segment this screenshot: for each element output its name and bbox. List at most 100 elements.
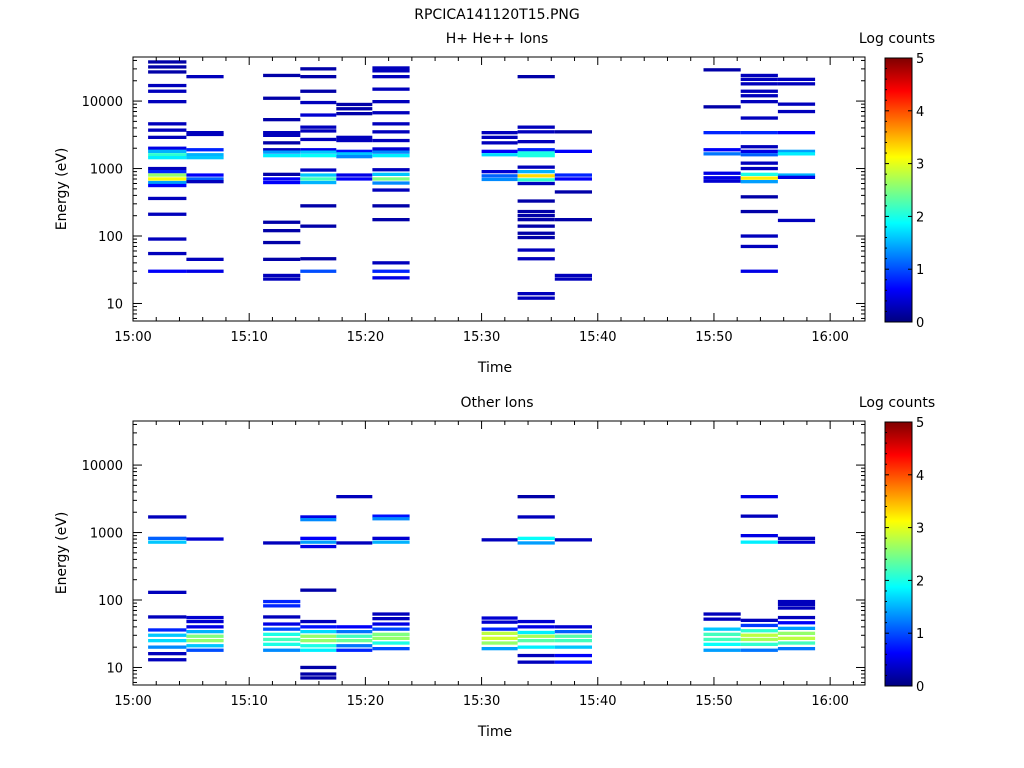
spectrogram-cell [186, 537, 224, 541]
spectrogram-cell [300, 257, 337, 261]
spectrogram-cell [372, 147, 410, 151]
spectrogram-cell [777, 109, 816, 114]
x-tick-label: 15:40 [579, 694, 616, 709]
spectrogram-cell [263, 273, 301, 278]
spectrogram-cell [554, 645, 592, 649]
spectrogram-cell [703, 171, 741, 175]
spectrogram-cell [300, 625, 337, 629]
spectrogram-cell [148, 633, 187, 637]
spectrogram-cells [148, 495, 816, 680]
spectrogram-cell [148, 628, 187, 632]
spectrogram-cell [740, 633, 778, 637]
spectrogram-cell [554, 190, 592, 194]
spectrogram-cell [263, 180, 301, 185]
spectrogram-cell [517, 231, 555, 235]
spectrogram-cell [300, 269, 337, 273]
y-tick-label: 1000 [90, 527, 123, 542]
colorbar-tick-label: 1 [916, 263, 924, 278]
spectrogram-cell [372, 517, 410, 521]
spectrogram-cell [148, 83, 187, 88]
spectrogram-cell [148, 146, 187, 150]
spectrogram-cell [740, 131, 778, 135]
spectrogram-cell [148, 645, 187, 649]
spectrogram-cell [517, 630, 555, 635]
y-tick-label: 1000 [90, 163, 123, 178]
spectrogram-cell [777, 606, 816, 610]
spectrogram-cell [372, 636, 410, 640]
spectrogram-cell [336, 634, 373, 638]
spectrogram-cell [263, 131, 301, 135]
spectrogram-cell [148, 122, 187, 126]
spectrogram-cell [554, 273, 592, 278]
colorbar [884, 57, 913, 323]
spectrogram-cell [300, 180, 337, 185]
spectrogram-cell [186, 177, 224, 181]
spectrogram-cell [740, 176, 778, 180]
spectrogram-cell [372, 514, 410, 518]
spectrogram-cell [336, 138, 373, 143]
spectrogram-cell [517, 209, 555, 214]
spectrogram-cell [372, 138, 410, 143]
spectrogram-cell [263, 141, 301, 145]
spectrogram-cell [372, 188, 410, 192]
spectrogram-cell [517, 541, 555, 545]
spectrogram-cell [740, 73, 778, 78]
spectrogram-cell [300, 676, 337, 680]
spectrogram-cell [372, 632, 410, 636]
spectrogram-cell [300, 173, 337, 177]
spectrogram-cell [336, 135, 373, 139]
spectrogram-cell [372, 154, 410, 158]
spectrogram-cell [481, 177, 518, 182]
spectrogram-cell [148, 173, 187, 177]
spectrogram-cell [300, 644, 337, 648]
spectrogram-cell [300, 648, 337, 652]
spectrogram-cell [336, 541, 373, 545]
spectrogram-cell [148, 237, 187, 241]
spectrogram-cell [263, 172, 301, 176]
panel-h-he-ions: H+ He++ Ions 15:00 15:10 15:20 15:30 15:40 15… [54, 31, 935, 376]
spectrogram-cell [186, 131, 224, 135]
x-tick-label: 15:20 [347, 694, 384, 709]
spectrogram-cell [703, 68, 741, 72]
spectrogram-cell [554, 538, 592, 542]
spectrogram-cell [554, 634, 592, 638]
spectrogram-cell [372, 647, 410, 651]
spectrogram-cell [517, 235, 555, 240]
spectrogram-cell [148, 128, 187, 132]
spectrogram-cell [481, 131, 518, 135]
spectrogram-cell [481, 149, 518, 153]
figure-title: RPCICA141120T15.PNG [414, 7, 579, 23]
spectrogram-cell [517, 292, 555, 296]
spectrogram-cell [148, 180, 187, 185]
spectrogram-cell [148, 658, 187, 662]
spectrogram-cell [517, 248, 555, 252]
spectrogram-cell [186, 257, 224, 261]
spectrogram-cell [703, 176, 741, 180]
spectrogram-cell [481, 174, 518, 178]
spectrogram-cell [263, 220, 301, 224]
spectrogram-cell [263, 615, 301, 619]
spectrogram-cell [148, 149, 187, 153]
panel-other-ions: Other Ions 15:00 15:10 15:20 15:30 15:40 15:5… [54, 395, 935, 740]
spectrogram-cell [186, 619, 224, 624]
axes: 15:00 15:10 15:20 15:30 15:40 15:50 16:00 10 100… [82, 421, 865, 709]
spectrogram-cell [186, 625, 224, 629]
spectrogram-cell [372, 617, 410, 621]
x-tick-label: 15:50 [695, 694, 732, 709]
colorbar-tick-label: 1 [916, 627, 924, 642]
spectrogram-cell [263, 627, 301, 631]
spectrogram-cell [186, 634, 224, 638]
spectrogram-cell [777, 621, 816, 625]
spectrogram-cell [517, 495, 555, 499]
spectrogram-cell [554, 177, 592, 181]
spectrogram-cell [481, 641, 518, 645]
spectrogram-cell [481, 135, 518, 139]
spectrogram-cell [300, 67, 337, 71]
spectrogram-cells [148, 60, 816, 300]
spectrogram-cell [517, 154, 555, 158]
spectrogram-cell [300, 518, 337, 522]
spectrogram-cell [372, 261, 410, 265]
spectrogram-cell [263, 229, 301, 233]
spectrogram-cell [336, 639, 373, 643]
spectrogram-cell [517, 536, 555, 540]
